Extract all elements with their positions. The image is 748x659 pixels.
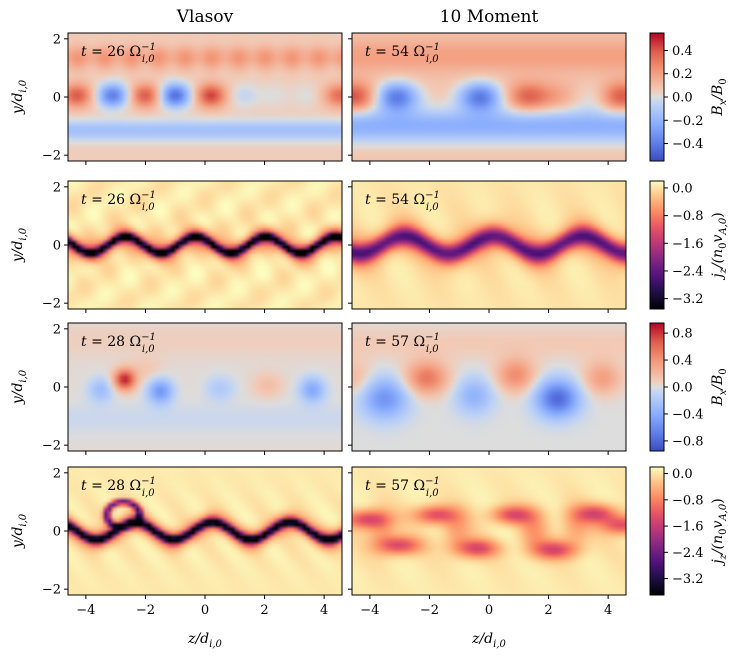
colorbar-tick-label: −0.8: [672, 209, 704, 224]
x-tick-label: 0: [201, 603, 209, 618]
y-tick-label: 2: [53, 180, 61, 195]
colorbar-1: [649, 180, 665, 310]
colorbar-tick-label: −1.6: [672, 520, 704, 535]
colorbar-tick-label: 0.0: [672, 181, 693, 196]
colorbar-0: [649, 32, 665, 162]
heatmap-0-1: [352, 33, 626, 161]
heatmap-0-0: [68, 33, 342, 161]
heatmap-1-0: [68, 181, 342, 309]
time-annotation-2-1: t = 57 Ω−1 i,0: [365, 332, 440, 355]
y-tick-label: 2: [53, 322, 61, 337]
colorbar-tick-label: −3.2: [672, 292, 704, 307]
y-axis-label-3: y/di,0: [10, 513, 29, 549]
colorbar-tick-label: 0.8: [672, 327, 693, 342]
colorbar-label-2: Bx/B0: [710, 368, 729, 406]
time-annotation-3-0: t = 28 Ω−1 i,0: [81, 476, 156, 499]
x-tick-label: 4: [604, 603, 612, 618]
time-annotation-0-1: t = 54 Ω−1 i,0: [365, 42, 440, 65]
x-tick-label: −2: [136, 603, 155, 618]
time-annotation-0-0: t = 26 Ω−1 i,0: [81, 42, 156, 65]
x-tick-label: −2: [420, 603, 439, 618]
colorbar-label-0: Bx/B0: [710, 78, 729, 116]
y-tick-label: 0: [53, 525, 61, 540]
heatmap-1-1: [352, 181, 626, 309]
y-tick-label: −2: [42, 297, 61, 312]
time-annotation-2-0: t = 28 Ω−1 i,0: [81, 332, 156, 355]
y-tick-label: −2: [42, 149, 61, 164]
x-axis-label-1: z/di,0: [471, 631, 506, 650]
colorbar-label-3: jz/(n0vA,0): [710, 498, 729, 566]
y-tick-label: 2: [53, 466, 61, 481]
time-annotation-1-1: t = 54 Ω−1 i,0: [365, 190, 440, 213]
y-axis-label-0: y/di,0: [10, 79, 29, 115]
colorbar-label-1: jz/(n0vA,0): [710, 212, 729, 280]
x-tick-label: −4: [76, 603, 95, 618]
y-axis-label-2: y/di,0: [10, 369, 29, 405]
x-tick-label: −4: [360, 603, 379, 618]
colorbar-tick-label: −2.4: [672, 264, 704, 279]
time-annotation-1-0: t = 26 Ω−1 i,0: [81, 190, 156, 213]
column-title-0: Vlasov: [176, 7, 234, 27]
colorbar-tick-label: 0.2: [672, 67, 693, 82]
x-axis-label-0: z/di,0: [187, 631, 222, 650]
colorbar-tick-label: −0.4: [672, 137, 704, 152]
y-tick-label: 0: [53, 239, 61, 254]
x-tick-label: 0: [485, 603, 493, 618]
x-tick-label: 2: [544, 603, 552, 618]
heatmap-3-0: [68, 467, 342, 595]
colorbar-tick-label: 0.0: [672, 381, 693, 396]
colorbar-tick-label: −0.8: [672, 493, 704, 508]
colorbar-tick-label: −0.4: [672, 407, 704, 422]
colorbar-tick-label: −1.6: [672, 237, 704, 252]
colorbar-3: [649, 466, 665, 596]
colorbar-tick-label: −3.2: [672, 572, 704, 587]
x-tick-label: 2: [260, 603, 268, 618]
y-tick-label: −2: [42, 439, 61, 454]
colorbar-tick-label: −0.8: [672, 434, 704, 449]
x-tick-label: 4: [320, 603, 328, 618]
colorbar-tick-label: 0.0: [672, 467, 693, 482]
heatmap-2-0: [68, 323, 342, 451]
time-annotation-3-1: t = 57 Ω−1 i,0: [365, 476, 440, 499]
y-tick-label: 0: [53, 381, 61, 396]
y-tick-label: −2: [42, 583, 61, 598]
column-title-1: 10 Moment: [440, 7, 539, 27]
heatmap-3-1: [352, 467, 626, 595]
colorbar-2: [649, 322, 665, 452]
y-axis-label-1: y/di,0: [10, 227, 29, 263]
colorbar-tick-label: −2.4: [672, 546, 704, 561]
colorbar-tick-label: 0.4: [672, 354, 693, 369]
y-tick-label: 0: [53, 91, 61, 106]
colorbar-tick-label: 0.4: [672, 44, 693, 59]
colorbar-tick-label: −0.2: [672, 114, 704, 129]
y-tick-label: 2: [53, 32, 61, 47]
colorbar-tick-label: 0.0: [672, 91, 693, 106]
heatmap-2-1: [352, 323, 626, 451]
